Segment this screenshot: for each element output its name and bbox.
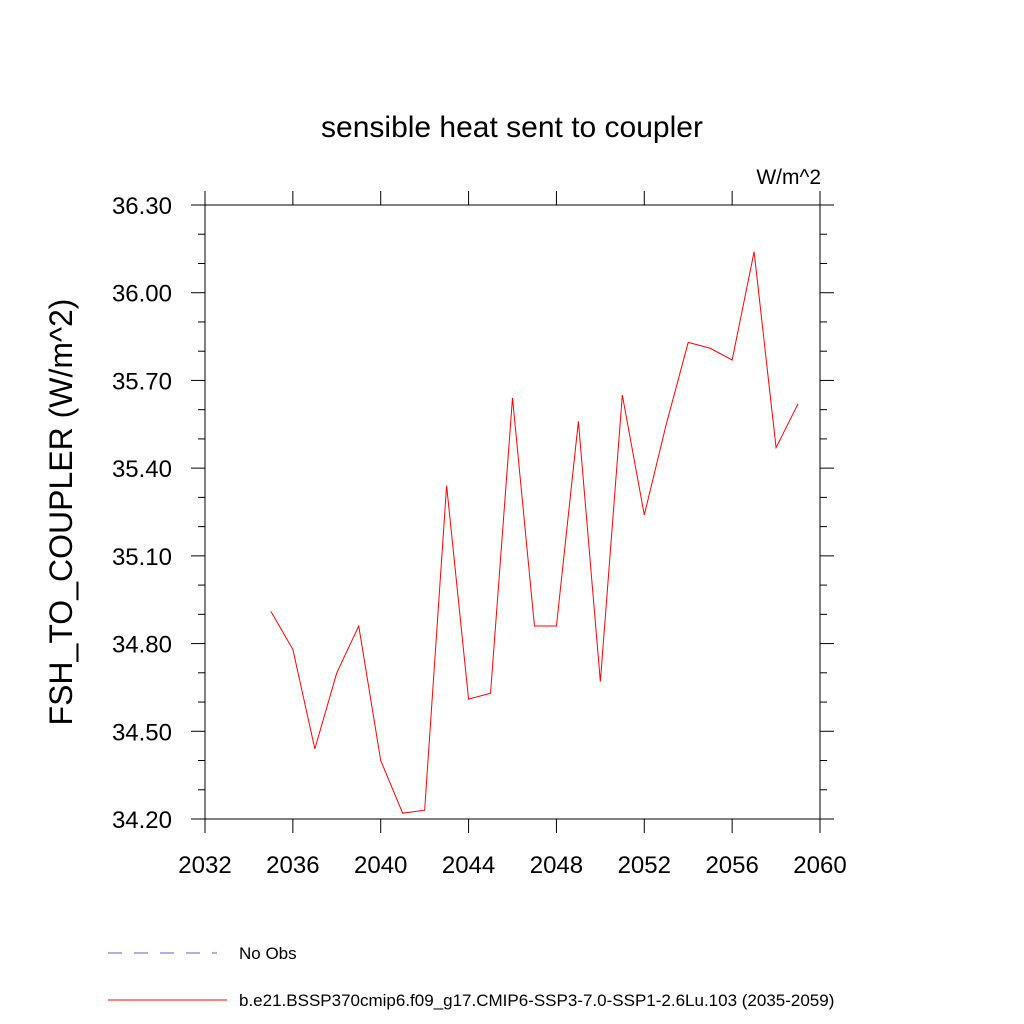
data-point <box>424 810 425 811</box>
legend-label-model-run: b.e21.BSSP370cmip6.f09_g17.CMIP6-SSP3-7.… <box>239 991 834 1010</box>
data-point <box>358 625 359 626</box>
data-point <box>292 649 293 650</box>
data-point <box>754 251 755 252</box>
series-lines <box>270 251 799 814</box>
data-point <box>270 611 271 612</box>
data-point <box>512 397 513 398</box>
data-point <box>556 625 557 626</box>
y-tick-label: 34.50 <box>112 719 172 746</box>
axis-ticks <box>191 191 834 833</box>
data-point <box>600 681 601 682</box>
data-point <box>732 359 733 360</box>
y-tick-label: 34.20 <box>112 807 172 834</box>
y-tick-label: 36.00 <box>112 281 172 308</box>
y-tick-label: 35.40 <box>112 456 172 483</box>
units-label: W/m^2 <box>756 166 821 189</box>
data-point <box>380 760 381 761</box>
data-point <box>468 699 469 700</box>
y-axis-label: FSH_TO_COUPLER (W/m^2) <box>43 299 79 726</box>
data-point <box>314 748 315 749</box>
x-tick-label: 2044 <box>442 852 495 879</box>
data-point <box>402 813 403 814</box>
x-tick-label: 2032 <box>178 852 231 879</box>
plot-frame <box>204 204 821 820</box>
data-point <box>666 424 667 425</box>
x-tick-label: 2040 <box>354 852 407 879</box>
data-point <box>534 625 535 626</box>
y-tick-label: 35.10 <box>112 544 172 571</box>
data-point <box>622 394 623 395</box>
data-point <box>578 421 579 422</box>
x-tick-label: 2052 <box>618 852 671 879</box>
data-point <box>797 403 798 404</box>
y-tick-label: 36.30 <box>112 193 172 220</box>
x-tick-label: 2036 <box>266 852 319 879</box>
y-tick-label: 35.70 <box>112 368 172 395</box>
chart-title: sensible heat sent to coupler <box>321 111 703 144</box>
data-point <box>775 447 776 448</box>
series-line-1 <box>270 251 799 814</box>
y-tick-label: 34.80 <box>112 632 172 659</box>
data-point <box>688 342 689 343</box>
x-tick-label: 2056 <box>705 852 758 879</box>
data-point <box>710 348 711 349</box>
data-point <box>336 672 337 673</box>
x-tick-label: 2060 <box>793 852 846 879</box>
data-point <box>644 514 645 515</box>
legend-label-no-obs: No Obs <box>239 944 297 963</box>
data-point <box>446 485 447 486</box>
legend: No Obs b.e21.BSSP370cmip6.f09_g17.CMIP6-… <box>108 944 834 1010</box>
axis-tick-labels: 2032 2036 2040 2044 2048 2052 2056 2060 34.20 34.… <box>112 193 847 879</box>
data-point <box>490 693 491 694</box>
x-tick-label: 2048 <box>530 852 583 879</box>
